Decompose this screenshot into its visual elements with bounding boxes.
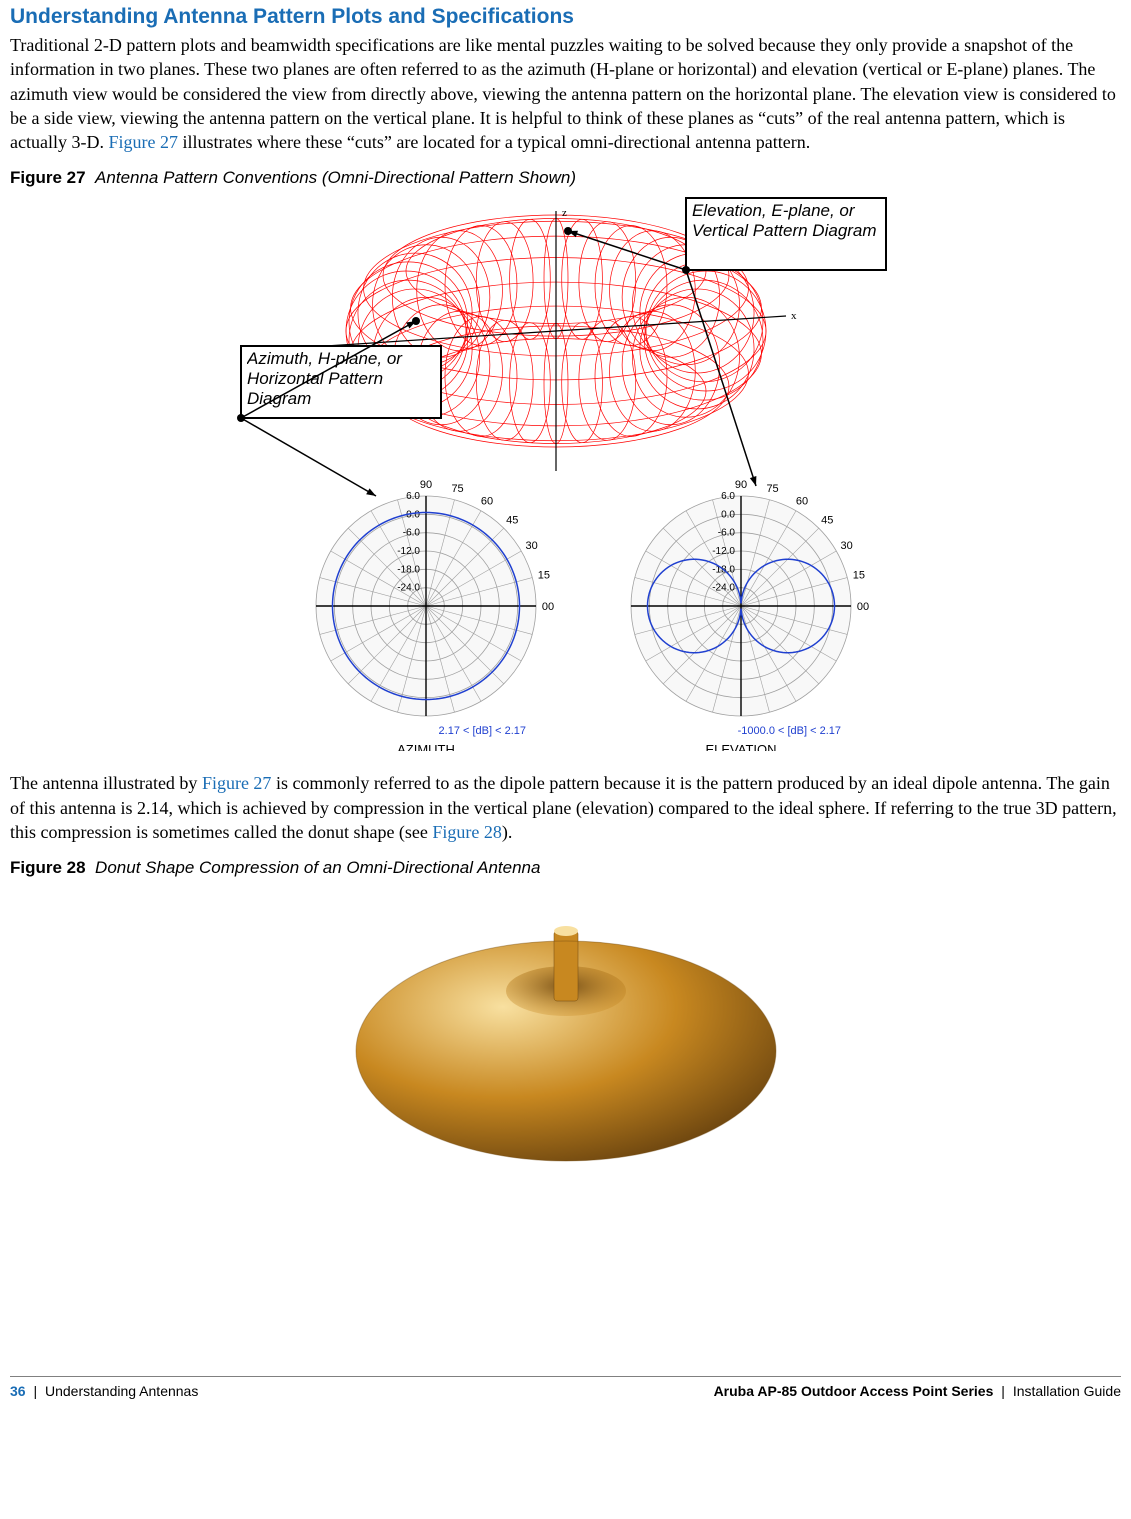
svg-text:-18.0: -18.0 (397, 565, 420, 576)
svg-text:6.0: 6.0 (721, 491, 735, 502)
svg-text:75: 75 (451, 484, 463, 496)
figure28-svg (316, 886, 816, 1186)
dipole-paragraph: The antenna illustrated by Figure 27 is … (10, 771, 1121, 844)
svg-text:15: 15 (852, 570, 864, 582)
svg-text:-24.0: -24.0 (712, 583, 735, 594)
svg-text:45: 45 (506, 515, 518, 527)
page-footer: 36 | Understanding Antennas Aruba AP-85 … (10, 1376, 1121, 1399)
footer-left: 36 | Understanding Antennas (10, 1383, 198, 1399)
intro-paragraph: Traditional 2-D pattern plots and beamwi… (10, 33, 1121, 154)
figure27-svg: xzElevation, E-plane, or Vertical Patter… (186, 196, 946, 751)
footer-product: Aruba AP-85 Outdoor Access Point Series (714, 1383, 994, 1399)
svg-text:-12.0: -12.0 (397, 546, 420, 557)
figure27-num: Figure 27 (10, 168, 86, 187)
svg-text:60: 60 (480, 496, 492, 508)
figure27-area: xzElevation, E-plane, or Vertical Patter… (10, 196, 1121, 751)
p1-post: illustrates where these “cuts” are locat… (178, 132, 810, 152)
figure27-caption: Figure 27 Antenna Pattern Conventions (O… (10, 168, 1121, 188)
svg-text:-12.0: -12.0 (712, 546, 735, 557)
page-number: 36 (10, 1383, 26, 1399)
svg-text:90: 90 (734, 479, 746, 491)
figure27-link[interactable]: Figure 27 (108, 132, 178, 152)
footer-right: Aruba AP-85 Outdoor Access Point Series … (714, 1383, 1121, 1399)
svg-text:15: 15 (537, 570, 549, 582)
svg-text:30: 30 (840, 540, 852, 552)
figure28-area (10, 886, 1121, 1186)
svg-text:75: 75 (766, 484, 778, 496)
svg-text:x: x (791, 310, 797, 322)
svg-text:-24.0: -24.0 (397, 583, 420, 594)
svg-text:ELEVATION: ELEVATION (705, 742, 776, 751)
figure27-link-2[interactable]: Figure 27 (202, 773, 272, 793)
figure28-caption: Figure 28 Donut Shape Compression of an … (10, 858, 1121, 878)
svg-text:6.0: 6.0 (406, 491, 420, 502)
section-heading-text: Understanding Antenna Pattern Plots and … (10, 5, 574, 28)
footer-sep-1: | (33, 1383, 37, 1399)
figure28-title: Donut Shape Compression of an Omni-Direc… (95, 858, 540, 877)
footer-sep-2: | (1001, 1383, 1005, 1399)
svg-text:-6.0: -6.0 (402, 528, 420, 539)
p2-post: ). (502, 822, 513, 842)
svg-text:0.0: 0.0 (721, 510, 735, 521)
svg-text:00: 00 (856, 601, 868, 613)
svg-text:-6.0: -6.0 (717, 528, 735, 539)
svg-text:90: 90 (419, 479, 431, 491)
footer-chapter: Understanding Antennas (45, 1383, 198, 1399)
figure28-link[interactable]: Figure 28 (432, 822, 502, 842)
p2-pre: The antenna illustrated by (10, 773, 202, 793)
svg-text:00: 00 (541, 601, 553, 613)
footer-doc: Installation Guide (1013, 1383, 1121, 1399)
svg-text:30: 30 (525, 540, 537, 552)
svg-text:z: z (562, 207, 567, 219)
section-heading: Understanding Antenna Pattern Plots and … (10, 5, 1121, 29)
figure27-title: Antenna Pattern Conventions (Omni-Direct… (95, 168, 576, 187)
svg-text:-1000.0 < [dB] < 2.17: -1000.0 < [dB] < 2.17 (737, 725, 840, 737)
figure28-num: Figure 28 (10, 858, 86, 877)
svg-text:60: 60 (795, 496, 807, 508)
svg-text:45: 45 (821, 515, 833, 527)
svg-text:AZIMUTH: AZIMUTH (397, 742, 455, 751)
svg-text:2.17 < [dB] < 2.17: 2.17 < [dB] < 2.17 (438, 725, 525, 737)
